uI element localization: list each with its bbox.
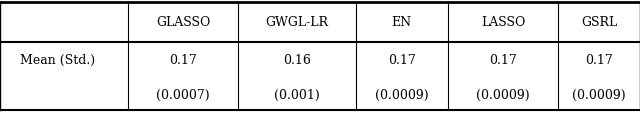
Text: GLASSO: GLASSO <box>156 16 211 29</box>
Text: 0.16: 0.16 <box>283 53 311 66</box>
Text: LASSO: LASSO <box>481 16 525 29</box>
Text: (0.001): (0.001) <box>274 88 320 101</box>
Text: (0.0009): (0.0009) <box>476 88 530 101</box>
Text: (0.0007): (0.0007) <box>156 88 210 101</box>
Text: Mean (Std.): Mean (Std.) <box>20 53 95 66</box>
Text: EN: EN <box>392 16 412 29</box>
Text: GWGL-LR: GWGL-LR <box>266 16 328 29</box>
Text: (0.0009): (0.0009) <box>375 88 429 101</box>
Text: (0.0009): (0.0009) <box>572 88 626 101</box>
Text: 0.17: 0.17 <box>489 53 517 66</box>
Text: 0.17: 0.17 <box>585 53 613 66</box>
Text: GSRL: GSRL <box>581 16 617 29</box>
Text: 0.17: 0.17 <box>388 53 415 66</box>
Text: 0.17: 0.17 <box>169 53 197 66</box>
